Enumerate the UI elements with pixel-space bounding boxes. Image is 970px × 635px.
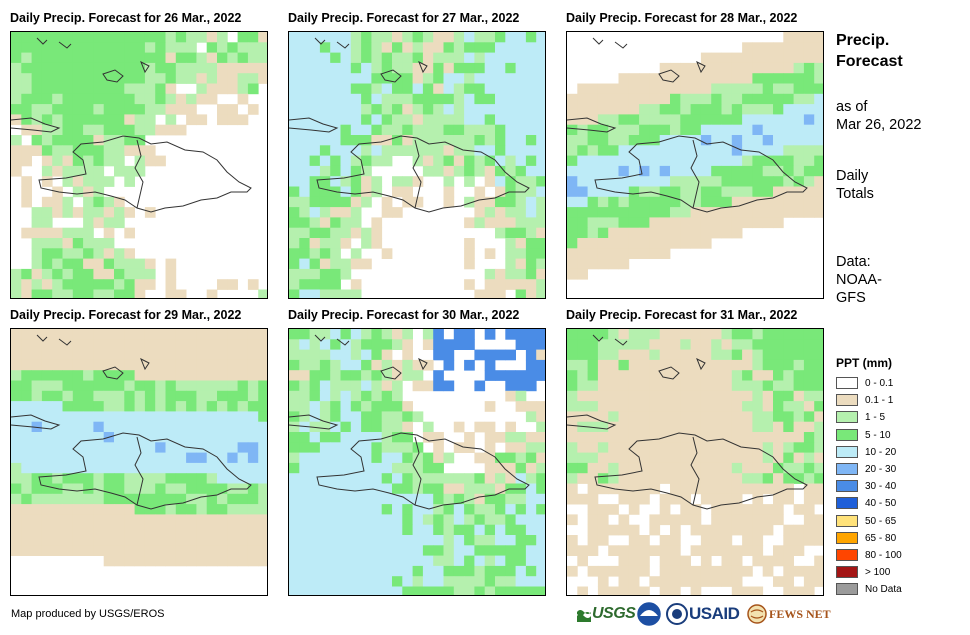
usaid-seal-icon [666, 603, 688, 625]
hispaniola-outline [594, 135, 808, 213]
legend-label: 20 - 30 [865, 464, 897, 475]
forecast-map-panel-3 [566, 31, 824, 299]
haiti-dr-border [412, 436, 422, 506]
legend-swatch [836, 549, 858, 561]
legend-label: 65 - 80 [865, 532, 897, 544]
legend-swatch [836, 566, 858, 579]
legend-label: > 100 [865, 567, 891, 579]
hispaniola-outline [38, 432, 252, 510]
data-source: Data: NOAA- GFS [836, 253, 882, 307]
panel-title-4: Daily Precip. Forecast for 29 Mar., 2022 [10, 308, 242, 322]
legend-swatch [836, 411, 858, 424]
forecast-map-panel-1 [10, 31, 268, 299]
panel-title-5: Daily Precip. Forecast for 30 Mar., 2022 [288, 308, 520, 322]
fewsnet-logo: FEWS NET [747, 602, 831, 626]
legend-swatch [836, 377, 858, 389]
legend-label: 5 - 10 [865, 429, 891, 441]
noaa-icon [637, 602, 661, 626]
map-credit: Map produced by USGS/EROS [11, 608, 165, 620]
legend-label: 80 - 100 [865, 550, 902, 561]
noaa-logo [637, 602, 661, 626]
legend-label: 1 - 5 [865, 412, 886, 424]
usgs-wave-icon [577, 610, 591, 622]
hispaniola-outline [316, 432, 530, 510]
haiti-dr-border [690, 139, 700, 209]
legend-swatch [836, 497, 858, 510]
map-title-line-1: Precip. [836, 32, 890, 49]
legend-label: 50 - 65 [865, 515, 897, 527]
map-title-line-2: Forecast [836, 53, 903, 70]
panel-title-3: Daily Precip. Forecast for 28 Mar., 2022 [566, 11, 798, 25]
totals-line-1: Daily [836, 168, 869, 184]
forecast-map-panel-4 [10, 328, 268, 596]
cuba-outline [11, 414, 61, 430]
fewsnet-globe-icon [747, 604, 767, 624]
precip-map-5 [289, 329, 545, 595]
panel-title-2: Daily Precip. Forecast for 27 Mar., 2022 [288, 11, 520, 25]
bahamas-outline [36, 37, 150, 83]
data-source-line-1: Data: [836, 254, 871, 270]
bahamas-outline [592, 334, 706, 380]
panel-title-6: Daily Precip. Forecast for 31 Mar., 2022 [566, 308, 798, 322]
data-source-line-2: NOAA- [836, 272, 882, 288]
haiti-dr-border [134, 139, 144, 209]
forecast-map-panel-6 [566, 328, 824, 596]
precip-map-2 [289, 32, 545, 298]
hispaniola-outline [594, 432, 808, 510]
legend-label: 0.1 - 1 [865, 395, 894, 407]
precip-map-1 [11, 32, 267, 298]
legend-swatch [836, 394, 858, 407]
fewsnet-logo-text: FEWS NET [769, 606, 831, 621]
hispaniola-outline [316, 135, 530, 213]
legend-label: 10 - 20 [865, 446, 897, 458]
totals-note: Daily Totals [836, 167, 874, 203]
legend-swatch [836, 583, 858, 596]
legend-swatch [836, 480, 858, 493]
cuba-outline [289, 414, 339, 430]
bahamas-outline [314, 37, 428, 83]
usaid-seal [666, 602, 688, 626]
cuba-outline [567, 117, 617, 133]
legend-swatch [836, 445, 858, 458]
as-of-label: as of [836, 99, 868, 115]
forecast-map-panel-2 [288, 31, 546, 299]
precip-map-6 [567, 329, 823, 595]
precip-map-3 [567, 32, 823, 280]
forecast-map-panel-5 [288, 328, 546, 596]
usaid-logo-text: USAID [689, 604, 740, 623]
legend-label: No Data [865, 584, 902, 596]
cuba-outline [11, 117, 61, 133]
haiti-dr-border [134, 436, 144, 506]
usgs-logo-text: USGS [592, 605, 636, 622]
legend-label: 30 - 40 [865, 481, 897, 493]
legend-swatch [836, 514, 858, 527]
legend-swatch [836, 463, 858, 475]
haiti-dr-border [412, 139, 422, 209]
bahamas-outline [592, 37, 706, 83]
as-of-value: Mar 26, 2022 [836, 117, 922, 133]
legend-swatch [836, 428, 858, 441]
legend-swatch [836, 531, 858, 544]
legend-title: PPT (mm) [836, 356, 893, 370]
as-of-date: as of Mar 26, 2022 [836, 98, 921, 134]
usaid-logo: USAID [689, 602, 740, 626]
bahamas-outline [314, 334, 428, 380]
panel-title-1: Daily Precip. Forecast for 26 Mar., 2022 [10, 11, 242, 25]
bahamas-outline [36, 334, 150, 380]
totals-line-2: Totals [836, 186, 874, 202]
precip-map-4 [11, 329, 267, 567]
usgs-logo: USGS [577, 602, 636, 626]
legend-label: 0 - 0.1 [865, 378, 894, 389]
cuba-outline [289, 117, 339, 133]
data-source-line-3: GFS [836, 290, 866, 306]
cuba-outline [567, 414, 617, 430]
haiti-dr-border [690, 436, 700, 506]
map-title: Precip. Forecast [836, 30, 903, 72]
hispaniola-outline [38, 135, 252, 213]
legend-label: 40 - 50 [865, 498, 897, 510]
